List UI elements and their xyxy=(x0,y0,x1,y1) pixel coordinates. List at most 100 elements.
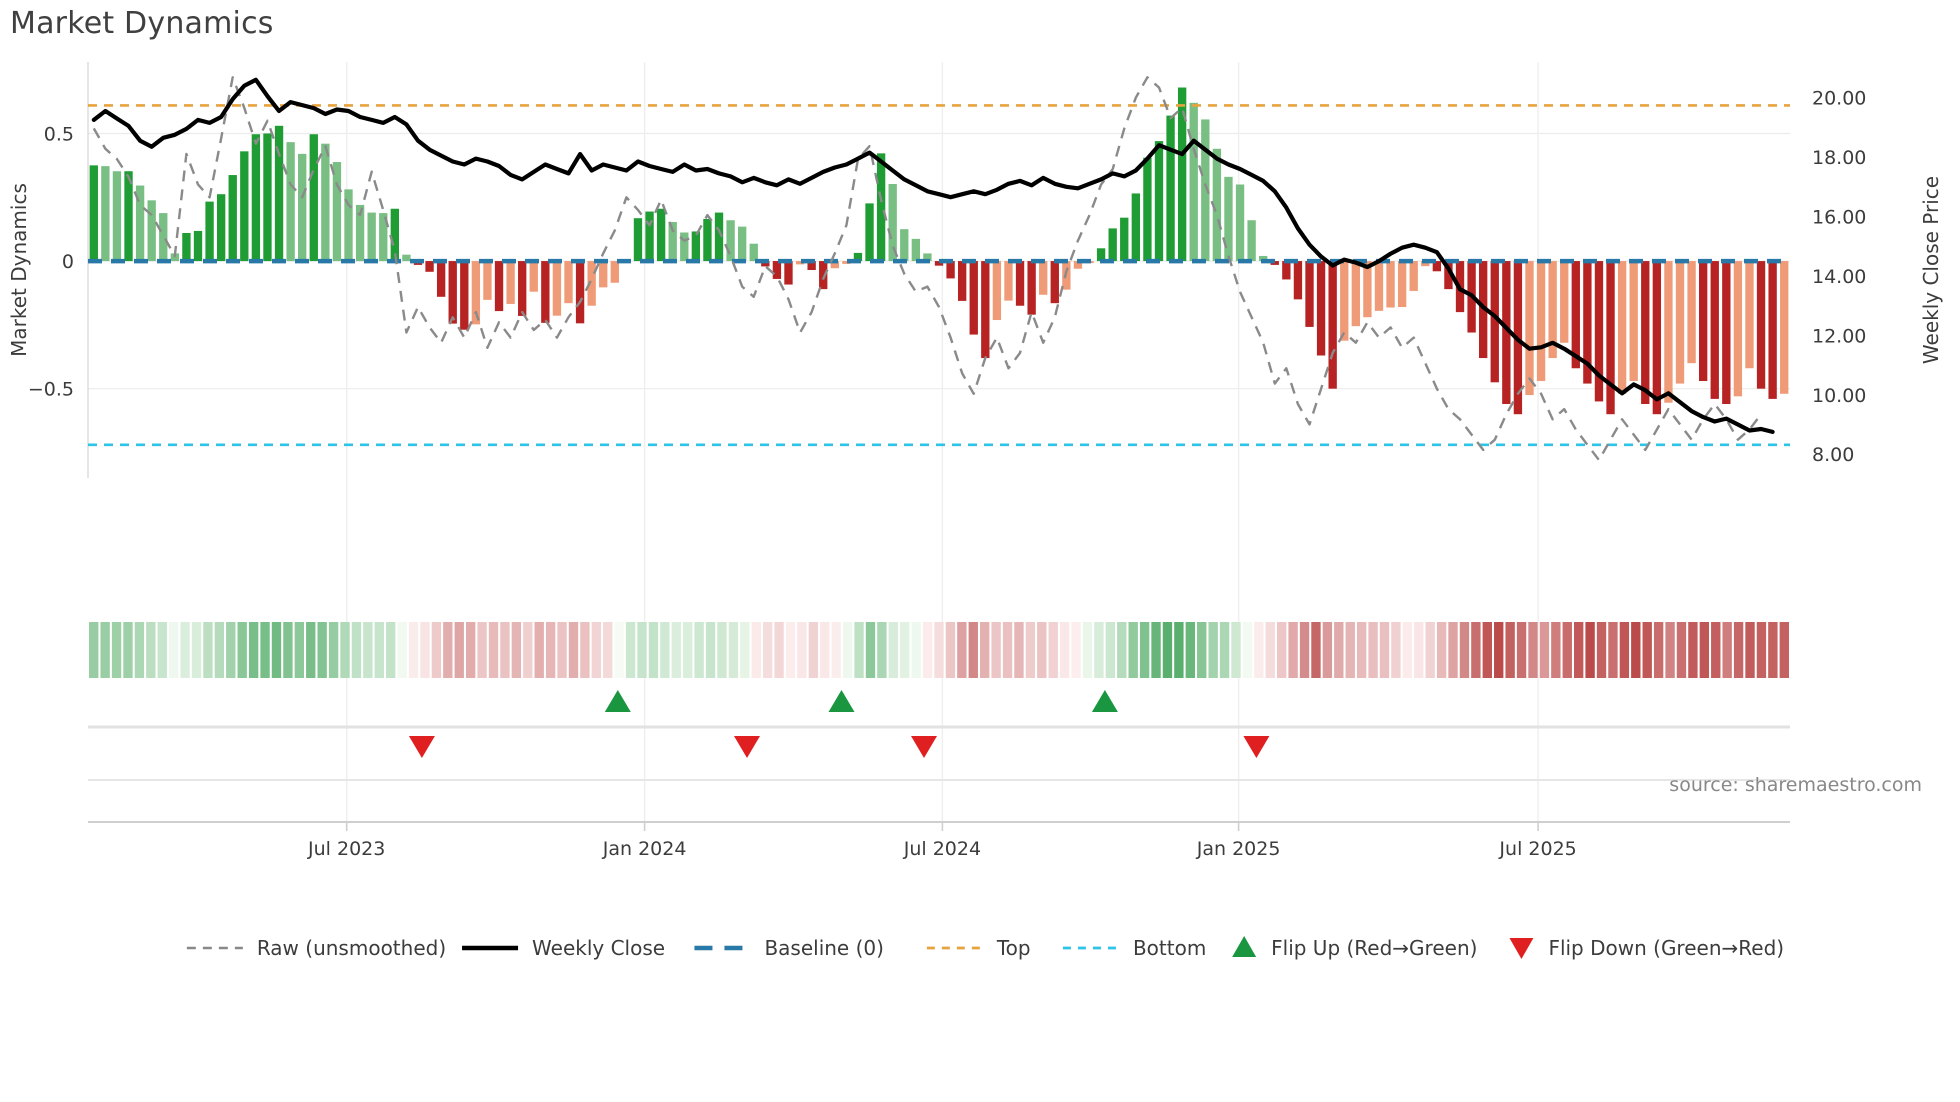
bar xyxy=(1687,261,1696,364)
heatmap-cell xyxy=(1208,622,1218,678)
heatmap-cell xyxy=(1402,622,1413,678)
heatmap-cell xyxy=(180,622,190,678)
legend-triangle-down-icon xyxy=(1509,938,1534,959)
bar xyxy=(957,261,967,301)
x-gridlines: 0.5 0 −0.5 Market Dynamics 20.00 18.00 16.00 14… xyxy=(7,62,1943,960)
bar xyxy=(1224,176,1233,262)
bar xyxy=(934,261,944,266)
heatmap-cell xyxy=(1688,622,1698,678)
bar xyxy=(1015,261,1025,306)
heatmap-cell xyxy=(1254,622,1264,678)
bar xyxy=(309,134,318,262)
heatmap-cell xyxy=(1585,622,1595,678)
bar xyxy=(124,171,133,262)
bar xyxy=(460,261,469,330)
bar xyxy=(89,165,98,262)
bar xyxy=(1536,261,1546,382)
bar xyxy=(1594,261,1604,402)
heatmap-cell xyxy=(705,622,716,678)
bar xyxy=(471,261,481,325)
heatmap-cell xyxy=(1745,622,1755,678)
bar xyxy=(1756,261,1766,389)
bar xyxy=(830,261,839,269)
heatmap-cell xyxy=(157,622,167,678)
bar xyxy=(1235,184,1245,262)
flip-down-marker[interactable] xyxy=(734,736,760,758)
bar xyxy=(1212,148,1222,262)
bar xyxy=(1050,261,1059,304)
x-tick-label: Jan 2024 xyxy=(602,838,687,860)
bar xyxy=(900,229,909,262)
heatmap-cell xyxy=(1631,622,1641,678)
bar xyxy=(1548,261,1557,359)
bar xyxy=(1421,261,1430,267)
heatmap-cell xyxy=(1082,622,1093,678)
bar xyxy=(738,226,747,262)
legend-item-label: Flip Up (Red→Green) xyxy=(1271,936,1477,960)
flip-down-marker[interactable] xyxy=(408,736,435,758)
heatmap-cell xyxy=(934,622,944,678)
weekly-close-line xyxy=(91,77,1775,434)
heatmap-cell xyxy=(728,622,739,678)
heatmap-cell xyxy=(591,622,601,678)
heatmap-cell xyxy=(1733,622,1744,678)
flip-up-marker[interactable] xyxy=(1091,690,1118,712)
y2-tick-label: 18.00 xyxy=(1812,147,1866,169)
heatmap-cell xyxy=(1037,622,1047,678)
x-tick-label: Jul 2024 xyxy=(903,838,981,860)
heatmap-cell xyxy=(1779,622,1789,678)
bar xyxy=(946,261,955,279)
bar xyxy=(1177,87,1187,262)
flip-up-marker[interactable] xyxy=(828,690,855,712)
legend-triangle-up-icon xyxy=(1232,936,1257,957)
bar xyxy=(1004,261,1013,301)
heatmap-cell xyxy=(386,622,396,678)
heatmap-cell xyxy=(545,622,556,678)
bar xyxy=(228,175,237,262)
bar xyxy=(1502,261,1511,404)
bar xyxy=(1652,261,1662,415)
heatmap-cell xyxy=(1002,622,1013,678)
bar xyxy=(853,252,863,262)
heatmap-cell xyxy=(1459,622,1470,678)
heatmap-cell xyxy=(637,622,647,678)
y-tick-label: −0.5 xyxy=(28,379,74,401)
heatmap-cell xyxy=(237,622,247,678)
bar xyxy=(795,261,805,265)
bar xyxy=(390,208,399,262)
bar xyxy=(865,203,874,262)
heatmap-cell xyxy=(351,622,362,678)
heatmap-cell xyxy=(1048,622,1058,678)
bar xyxy=(1629,261,1638,382)
heatmap-cell xyxy=(420,622,430,678)
flip-down-marker[interactable] xyxy=(1243,736,1270,758)
heatmap-cell xyxy=(511,622,522,678)
heatmap-cell xyxy=(294,622,305,678)
bar xyxy=(1189,102,1198,262)
heatmap-cell xyxy=(1528,622,1538,678)
heatmap-cell xyxy=(454,622,464,678)
bar xyxy=(1664,261,1673,403)
left-axis: 0.5 0 −0.5 Market Dynamics 20.00 18.00 16.00 14… xyxy=(7,88,1943,960)
bar xyxy=(1374,261,1384,311)
x-tick-label: Jul 2023 xyxy=(307,838,385,860)
flip-down-marker[interactable] xyxy=(911,736,937,758)
bar xyxy=(923,253,932,262)
bar xyxy=(367,212,376,262)
bar xyxy=(1397,261,1407,308)
heatmap-cell xyxy=(648,622,659,678)
heatmap-cell xyxy=(1653,622,1664,678)
bar xyxy=(321,143,330,262)
heatmap-cell xyxy=(146,622,156,678)
bar xyxy=(680,232,689,262)
heatmap-cell xyxy=(991,622,1001,678)
bar xyxy=(1039,261,1048,295)
heatmap-cell xyxy=(443,622,453,678)
heatmap-cell xyxy=(957,622,967,678)
bar xyxy=(1131,193,1140,262)
bar xyxy=(135,185,145,262)
heatmap-cell xyxy=(283,622,293,678)
flip-up-marker[interactable] xyxy=(604,690,631,712)
bar xyxy=(1143,157,1152,262)
heatmap-cell xyxy=(89,622,99,678)
